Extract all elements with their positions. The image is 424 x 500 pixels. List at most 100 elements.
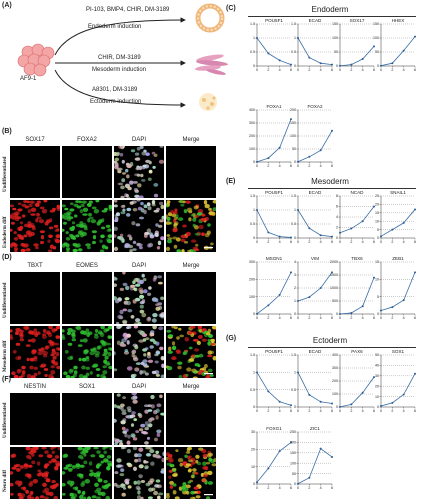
x-tick-label: 0 <box>256 486 258 490</box>
data-point <box>256 312 258 315</box>
x-tick-label: 6 <box>331 68 333 72</box>
endoderm-induction-label: Endoderm induction <box>88 24 142 30</box>
data-point <box>267 304 270 307</box>
y-tick-label: 40 <box>375 364 379 368</box>
channel-label: Merge <box>182 137 200 143</box>
series-line <box>297 130 333 163</box>
series-line <box>297 209 333 237</box>
y-tick-label: 100 <box>332 36 338 40</box>
data-point <box>402 299 405 302</box>
x-tick-label: 2 <box>267 316 269 320</box>
y-tick-label: 0 <box>294 236 296 240</box>
chart-title: TBX6 <box>351 256 363 261</box>
data-point <box>331 402 333 405</box>
y-tick-label: 0.5 <box>250 50 255 54</box>
chart-title: SNAIL1 <box>390 190 406 195</box>
y-tick-label: 4 <box>336 215 338 219</box>
y-tick-label: 300 <box>332 366 338 370</box>
x-tick-label: 6 <box>414 240 416 244</box>
x-tick-label: 0 <box>256 164 258 168</box>
y-tick-label: 50 <box>375 353 379 357</box>
chart-title: HHEX <box>392 18 405 23</box>
data-point <box>414 372 416 375</box>
y-tick-label: 0 <box>294 312 296 316</box>
ectoderm-compounds: A8301, DM-3189 <box>92 87 138 93</box>
y-tick-label: 6 <box>336 205 338 209</box>
data-point <box>308 393 311 396</box>
micrograph-tile <box>166 447 216 499</box>
data-point <box>414 208 416 211</box>
y-tick-label: 200 <box>249 278 255 282</box>
data-point <box>361 58 364 60</box>
x-tick-label: 2 <box>391 316 393 320</box>
x-tick-label: 4 <box>362 409 364 413</box>
x-tick-label: 4 <box>403 316 405 320</box>
y-tick-label: 150 <box>290 451 296 455</box>
x-tick-label: 0 <box>256 316 258 320</box>
data-point <box>319 234 322 237</box>
micrograph-tile <box>10 447 60 499</box>
section-divider <box>248 347 416 348</box>
x-tick-label: 6 <box>373 68 375 72</box>
series-line <box>297 448 333 485</box>
series-line <box>256 37 292 65</box>
x-tick-label: 2 <box>267 240 269 244</box>
data-point <box>267 390 270 393</box>
x-tick-label: 2 <box>308 164 310 168</box>
y-tick-label: 0 <box>253 405 255 409</box>
y-tick-label: 400 <box>332 353 338 357</box>
chart-title: NCAD <box>350 190 364 195</box>
series-line <box>339 206 375 234</box>
micrograph-tile <box>10 272 60 324</box>
data-point <box>290 236 292 239</box>
y-tick-label: 1.5 <box>250 22 255 26</box>
y-tick-label: 0 <box>253 312 255 316</box>
data-point <box>402 221 405 224</box>
x-tick-label: 4 <box>320 240 322 244</box>
chart-title: SOX17 <box>350 18 365 23</box>
y-tick-label: 1 <box>294 208 296 212</box>
y-tick-label: 400 <box>249 108 255 112</box>
data-point <box>361 391 364 394</box>
x-tick-label: 0 <box>380 316 382 320</box>
x-tick-label: 6 <box>373 409 375 413</box>
y-tick-label: 0 <box>377 312 379 316</box>
data-point <box>331 235 333 238</box>
y-tick-label: 15 <box>375 260 379 264</box>
micrograph-tile <box>62 272 112 324</box>
data-point <box>256 160 258 163</box>
section-divider <box>248 16 416 17</box>
x-tick-label: 4 <box>279 68 281 72</box>
micrograph-tile <box>166 272 216 324</box>
series-line <box>297 37 333 65</box>
y-tick-label: 2 <box>336 226 338 230</box>
y-tick-label: 150 <box>290 121 296 125</box>
series-line <box>297 372 333 404</box>
y-tick-label: 1.5 <box>291 194 296 198</box>
data-point <box>339 405 341 408</box>
x-tick-label: 6 <box>290 240 292 244</box>
series-line <box>380 373 416 407</box>
data-point <box>402 49 405 52</box>
data-point <box>297 209 299 211</box>
y-tick-label: 100 <box>290 461 296 465</box>
y-tick-label: 1 <box>294 299 296 303</box>
micrograph-tile <box>10 326 60 378</box>
micrograph-tile <box>114 393 164 445</box>
chart-title: ECAD <box>309 18 322 23</box>
y-tick-label: 8 <box>336 194 338 198</box>
y-tick-label: 0.5 <box>291 388 296 392</box>
series-line <box>256 209 292 238</box>
x-tick-label: 0 <box>339 68 341 72</box>
x-tick-label: 2 <box>308 409 310 413</box>
channel-label: DAPI <box>131 384 146 390</box>
x-tick-label: 4 <box>320 486 322 490</box>
x-tick-label: 2 <box>391 409 393 413</box>
y-tick-label: 0 <box>336 236 338 240</box>
micrograph-tile <box>62 146 112 198</box>
x-tick-label: 2 <box>267 164 269 168</box>
y-tick-label: 0 <box>336 64 338 68</box>
data-point <box>391 306 394 309</box>
data-point <box>319 447 322 450</box>
series-line <box>380 272 416 311</box>
